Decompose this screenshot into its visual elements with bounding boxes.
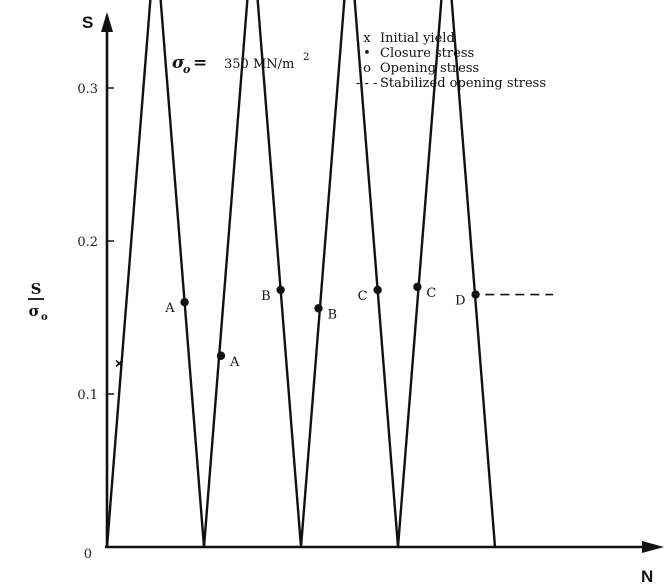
legend-marker-opening-stress: o <box>363 61 371 76</box>
closure-point-4 <box>373 285 382 295</box>
closure-point-2 <box>276 285 285 295</box>
sigma-subscript: o <box>183 63 190 76</box>
closure-point-5 <box>413 282 422 292</box>
markers: A A B B C C D <box>115 282 554 370</box>
y-axis-arrow <box>101 12 113 32</box>
sigma-note: σ o = 350 MN/m 2 <box>172 52 309 76</box>
closure-point-3 <box>314 304 323 313</box>
initial-yield-marker <box>115 359 123 367</box>
y-label-numerator: S <box>31 280 42 298</box>
legend-marker-closure-stress: • <box>363 46 371 61</box>
series <box>105 0 497 548</box>
legend-text-initial-yield: Initial yield <box>380 31 455 46</box>
legend-text-closure-stress: Closure stress <box>380 46 474 61</box>
legend: x Initial yield • Closure stress o Openi… <box>356 31 546 91</box>
x-axis-arrow <box>642 541 664 553</box>
y-tick-label-3: 0.3 <box>77 82 98 97</box>
sigma-symbol: σ <box>172 53 185 73</box>
x-axis-letter: N <box>641 567 653 586</box>
closure-point-0 <box>180 298 189 307</box>
closure-point-label-3: B <box>327 307 337 322</box>
legend-text-stabilized-opening: Stabilized opening stress <box>380 76 546 91</box>
closure-point-label-5: C <box>426 286 436 301</box>
closure-point-label-1: A <box>229 355 240 370</box>
closure-point-label-0: A <box>164 301 175 316</box>
series-line-0 <box>105 0 497 548</box>
y-ticks: 00.10.20.30.40.5 <box>77 82 114 562</box>
sigma-value: 350 MN/m <box>224 57 294 72</box>
closure-point-label-4: C <box>358 289 368 304</box>
y-axis-letter: S <box>82 13 93 32</box>
y-tick-label-0: 0 <box>84 547 92 562</box>
sigma-superscript: 2 <box>303 52 309 63</box>
legend-marker-stabilized-opening: - - - <box>356 76 377 91</box>
closure-point-label-6: D <box>455 294 465 309</box>
y-axis-label: S σ o <box>28 280 48 323</box>
y-tick-label-1: 0.1 <box>77 388 98 403</box>
y-tick-label-2: 0.2 <box>77 235 98 250</box>
sigma-equals: = <box>193 53 207 73</box>
legend-marker-initial-yield: x <box>363 31 371 46</box>
y-label-denominator-sub: o <box>41 312 48 323</box>
legend-text-opening-stress: Opening stress <box>380 61 479 76</box>
closure-point-1 <box>216 351 226 360</box>
y-label-denominator: σ <box>28 302 39 320</box>
closure-point-6 <box>471 290 480 299</box>
closure-point-label-2: B <box>261 289 271 304</box>
